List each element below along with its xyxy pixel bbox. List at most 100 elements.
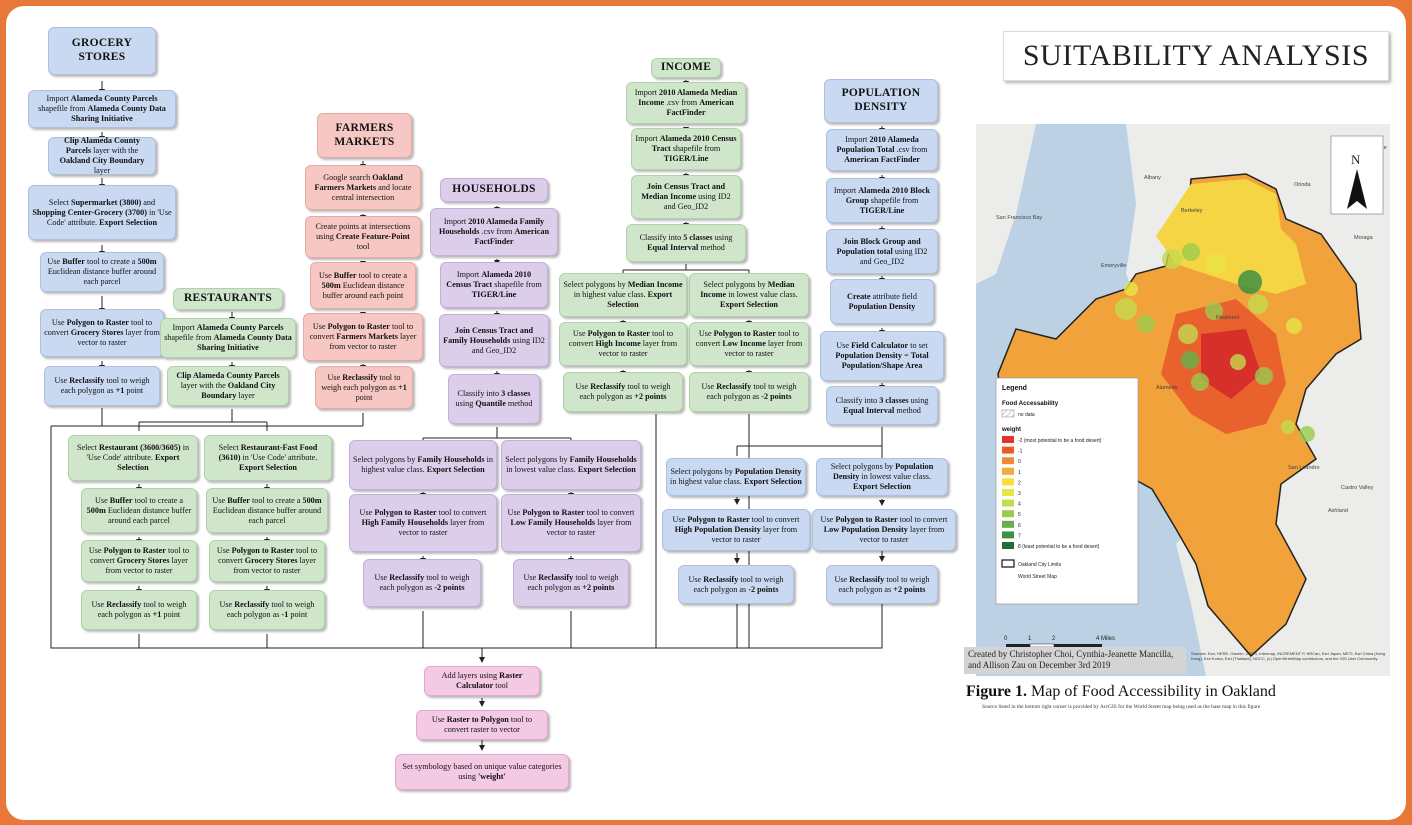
restaurant-step-raster: Use Polygon to Raster tool to convert Gr…: [81, 540, 197, 582]
svg-text:no data: no data: [1018, 412, 1035, 418]
svg-text:Food Accessability: Food Accessability: [1002, 400, 1059, 407]
restaurants-header: RESTAURANTS: [173, 288, 283, 310]
legend-swatch: [1002, 467, 1014, 475]
restaurants-step-clip: Clip Alameda County Parcels layer with t…: [167, 366, 289, 406]
income-low-raster: Use Polygon to Raster tool to convert Lo…: [689, 322, 809, 366]
legend-label: 7: [1018, 533, 1021, 539]
legend-swatch: [1002, 436, 1014, 443]
restaurants-step-import: Import Alameda County Parcels shapefile …: [160, 318, 296, 358]
population-step-create-field: Create attribute field Population Densit…: [830, 279, 934, 324]
households-header: HOUSEHOLDS: [440, 178, 548, 202]
place-label: Berkeley: [1181, 208, 1203, 214]
final-step-symbology: Set symbology based on unique value cate…: [395, 754, 569, 790]
place-label: San Leandro: [1288, 465, 1320, 471]
buffer-circles: [1089, 243, 1315, 442]
income-step-join: Join Census Tract and Median Income usin…: [631, 175, 741, 219]
households-high-raster: Use Polygon to Raster tool to convert Hi…: [349, 494, 497, 552]
north-zone: [1156, 179, 1306, 294]
households-step-classify: Classify into 3 classes using Quantile m…: [448, 374, 540, 424]
households-step-import-tract: Import Alameda 2010 Census Tract shapefi…: [440, 262, 548, 308]
income-step-classify: Classify into 5 classes using Equal Inte…: [626, 224, 746, 262]
fastfood-step-select: Select Restaurant-Fast Food (3610) in 'U…: [204, 435, 332, 481]
legend-label: 2: [1018, 480, 1021, 486]
farmers-header: FARMERS MARKETS: [317, 113, 412, 158]
legend-label: 6: [1018, 523, 1021, 529]
population-header: POPULATION DENSITY: [824, 79, 938, 123]
place-label: Castro Valley: [1341, 485, 1374, 491]
legend-box: [995, 377, 1139, 605]
legend-label: 0: [1018, 459, 1021, 465]
population-high-raster: Use Polygon to Raster tool to convert Hi…: [662, 509, 810, 551]
income-step-import-csv: Import 2010 Alameda Median Income .csv f…: [626, 82, 746, 124]
income-low-select: Select polygons by Median Income in lowe…: [689, 273, 809, 317]
svg-text:World Street Map: World Street Map: [1018, 574, 1057, 580]
legend-label: -1: [1018, 449, 1023, 455]
svg-text:Legend: Legend: [1002, 385, 1027, 392]
grocery-step-buffer: Use Buffer tool to create a 500m Euclide…: [40, 252, 164, 292]
households-low-select: Select polygons by Family Households in …: [501, 440, 641, 490]
income-high-raster: Use Polygon to Raster tool to convert Hi…: [559, 322, 687, 366]
place-label: Piedmont: [1216, 315, 1240, 321]
households-step-join: Join Census Tract and Family Households …: [439, 314, 549, 367]
population-step-classify: Classify into 3 classes using Equal Inte…: [826, 386, 938, 425]
legend-swatch: [1002, 531, 1014, 539]
source-note: Source listed in the bottom right corner…: [982, 704, 1261, 710]
population-low-select: Select polygons by Population Density in…: [816, 458, 948, 496]
legend-swatch: [1002, 510, 1014, 518]
legend-label: 4: [1018, 502, 1021, 508]
households-step-import-csv: Import 2010 Alameda Family Households .c…: [430, 208, 558, 256]
grocery-header: GROCERY STORES: [48, 27, 156, 75]
farmers-step-raster: Use Polygon to Raster tool to convert Fa…: [303, 313, 423, 361]
place-label: Albany: [1144, 175, 1161, 181]
income-step-import-tract: Import Alameda 2010 Census Tract shapefi…: [631, 128, 741, 170]
scale-label: 4 Miles: [1096, 636, 1115, 642]
legend-swatch: [1002, 542, 1014, 549]
legend-swatch: [1002, 520, 1014, 528]
svg-text:weight: weight: [1001, 427, 1021, 433]
legend-swatch: [1002, 489, 1014, 496]
place-label: Emeryville: [1101, 263, 1126, 269]
farmers-step-points: Create points at intersections using Cre…: [305, 216, 421, 258]
restaurant-step-reclassify: Use Reclassify tool to weigh each polygo…: [81, 590, 197, 630]
place-label: Alameda: [1156, 385, 1179, 391]
grocery-step-raster: Use Polygon to Raster tool to convert Gr…: [40, 309, 164, 357]
income-high-reclassify: Use Reclassify tool to weigh each polygo…: [563, 372, 683, 412]
grocery-step-reclassify: Use Reclassify tool to weigh each polygo…: [44, 366, 160, 406]
farmers-step-buffer: Use Buffer tool to create a 500m Euclide…: [310, 262, 416, 309]
place-label: Orinda: [1294, 182, 1311, 188]
grocery-step-clip: Clip Alameda County Parcels layer with t…: [48, 136, 156, 175]
legend-nodata-swatch: [1001, 409, 1015, 418]
figure-caption: Figure 1. Map of Food Accessibility in O…: [966, 683, 1276, 700]
restaurant-step-select: Select Restaurant (3600/3605) in 'Use Co…: [68, 435, 198, 481]
credit-text: Created by Christopher Choi, Cynthia-Jea…: [964, 647, 1186, 674]
place-label: Ashland: [1328, 508, 1348, 514]
grocery-step-import: Import Alameda County Parcels shapefile …: [28, 90, 176, 128]
restaurant-step-buffer: Use Buffer tool to create a 500m Euclide…: [81, 488, 197, 533]
map-attribution: Sources: Esri, HERE, Garmin, USGS, Inter…: [1191, 652, 1386, 661]
scale-label: 1: [1028, 636, 1032, 642]
legend-label: 1: [1018, 470, 1021, 476]
population-step-join: Join Block Group and Population total us…: [826, 229, 938, 274]
population-high-select: Select polygons by Population Density in…: [666, 458, 806, 496]
population-low-reclassify: Use Reclassify tool to weigh each polygo…: [826, 565, 938, 604]
fastfood-step-raster: Use Polygon to Raster tool to convert Gr…: [209, 540, 325, 582]
population-high-reclassify: Use Reclassify tool to weigh each polygo…: [678, 565, 794, 604]
income-header: INCOME: [651, 58, 721, 78]
svg-text:Oakland City Limits: Oakland City Limits: [1018, 562, 1062, 568]
map-legend: Legend Food Accessability no data weight…: [995, 377, 1139, 605]
farmers-step-search: Google search Oakland Farmers Markets an…: [305, 165, 421, 210]
legend-items: -2 (most potential to be a food desert) -…: [1002, 436, 1102, 550]
svg-text:N: N: [1351, 152, 1361, 167]
final-step-raster-to-polygon: Use Raster to Polygon tool to convert ra…: [416, 710, 548, 740]
scale-label: 0: [1004, 636, 1008, 642]
income-low-reclassify: Use Reclassify tool to weigh each polygo…: [689, 372, 809, 412]
fastfood-step-reclassify: Use Reclassify tool to weigh each polygo…: [209, 590, 325, 630]
legend-label: 3: [1018, 491, 1021, 497]
households-low-reclassify: Use Reclassify tool to weigh each polygo…: [513, 559, 629, 607]
north-arrow-icon: N: [1330, 135, 1384, 215]
scale-label: 2: [1052, 636, 1056, 642]
households-low-raster: Use Polygon to Raster tool to convert Lo…: [501, 494, 641, 552]
legend-swatch: [1002, 499, 1014, 507]
grocery-step-select: Select Supermarket (3800) and Shopping C…: [28, 185, 176, 240]
farmers-step-reclassify: Use Reclassify tool to weigh each polygo…: [315, 366, 413, 409]
